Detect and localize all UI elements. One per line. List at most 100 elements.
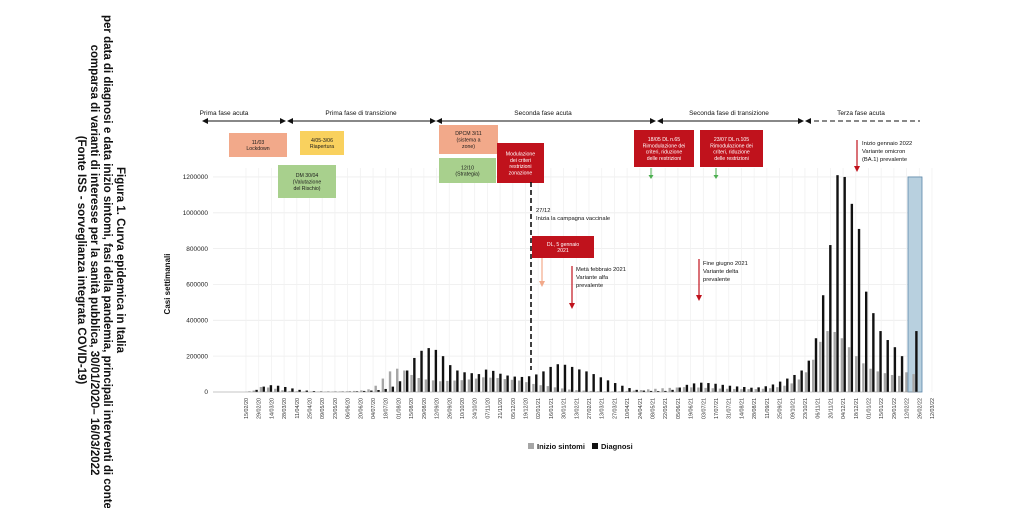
phase-label: Terza fase acuta — [837, 110, 885, 117]
y-tick-label: 600000 — [186, 282, 208, 289]
intervention-box-text: 2021 — [557, 248, 569, 254]
bar-inizio-sintomi — [259, 386, 263, 392]
x-tick-label: 20/11/21 — [828, 398, 834, 419]
x-tick-label: 05/06/21 — [676, 398, 682, 419]
bar-diagnosi — [276, 385, 280, 392]
bar-diagnosi — [527, 376, 531, 392]
bar-diagnosi — [449, 365, 452, 392]
x-tick-label: 10/10/20 — [460, 398, 466, 419]
vaccine-annotation-line: 27/12 — [536, 208, 551, 214]
bar-diagnosi — [807, 360, 811, 392]
bar-inizio-sintomi — [345, 391, 349, 392]
x-tick-label: 13/02/21 — [574, 398, 580, 419]
bar-diagnosi — [606, 380, 610, 392]
bar-diagnosi — [420, 350, 423, 392]
omicron-arrow-head — [854, 166, 860, 172]
x-tick-label: 06/11/21 — [816, 398, 822, 419]
bar-inizio-sintomi — [503, 379, 506, 392]
bar-inizio-sintomi — [510, 379, 514, 392]
x-tick-label: 15/02/20 — [244, 398, 250, 419]
intervention-box-bg — [439, 158, 496, 183]
x-tick-label: 04/07/20 — [371, 398, 377, 419]
bar-diagnosi — [678, 387, 681, 392]
intervention-box-bg — [278, 165, 336, 198]
y-tick-label: 0 — [204, 389, 208, 396]
bar-inizio-sintomi — [905, 372, 908, 392]
bar-inizio-sintomi — [266, 387, 270, 392]
omicron-annotation-line: Inizio gennaio 2022 — [862, 141, 912, 147]
intervention-box-text: zonazione — [509, 171, 533, 177]
intervention-box-text: 4/05-3/06 — [311, 138, 333, 144]
green-arrow-head — [648, 175, 654, 179]
bar-diagnosi — [628, 388, 631, 392]
bar-diagnosi — [542, 371, 545, 392]
intervention-box-text: 18/05 DL n.65 — [648, 137, 681, 143]
bar-inizio-sintomi — [647, 389, 650, 392]
bar-inizio-sintomi — [725, 388, 729, 392]
intervention-box-text: (sistema a — [457, 138, 481, 144]
bar-inizio-sintomi — [768, 388, 772, 392]
x-tick-label: 21/11/20 — [498, 398, 504, 419]
intervention-box-text: (Strategia) — [455, 172, 479, 178]
bar-diagnosi — [441, 356, 445, 392]
bar-inizio-sintomi — [898, 375, 901, 392]
bar-inizio-sintomi — [668, 387, 671, 392]
intervention-box-text: criteri, riduzione — [646, 150, 683, 156]
legend-swatch-inizio-sintomi — [528, 443, 534, 449]
x-tick-label: 11/09/21 — [765, 398, 771, 419]
bar-diagnosi — [355, 391, 359, 392]
bar-diagnosi — [405, 370, 409, 392]
bar-inizio-sintomi — [482, 377, 485, 392]
bar-inizio-sintomi — [381, 378, 385, 392]
intervention-box-bg — [497, 143, 544, 183]
x-tick-label: 06/06/20 — [346, 398, 352, 419]
bar-diagnosi — [362, 390, 366, 392]
bar-inizio-sintomi — [575, 390, 578, 392]
intervention-box-text: restrizioni — [509, 164, 531, 170]
bar-inizio-sintomi — [639, 390, 643, 392]
bar-inizio-sintomi — [783, 385, 786, 392]
x-tick-label: 25/04/20 — [308, 398, 314, 419]
bar-diagnosi — [556, 364, 559, 392]
bar-diagnosi — [570, 366, 574, 392]
arrow-orange-head — [539, 281, 545, 287]
x-tick-label: 02/01/21 — [536, 398, 542, 419]
bar-inizio-sintomi — [367, 389, 370, 392]
intervention-box-bg — [439, 125, 498, 154]
bar-inizio-sintomi — [288, 390, 291, 392]
bar-diagnosi — [456, 370, 459, 392]
bar-inizio-sintomi — [281, 390, 284, 392]
bar-diagnosi — [563, 364, 567, 392]
plot-area — [213, 168, 920, 392]
x-tick-label: 14/03/20 — [269, 398, 275, 419]
bar-diagnosi — [872, 313, 875, 392]
bar-diagnosi — [793, 374, 796, 392]
bar-inizio-sintomi — [525, 382, 528, 392]
x-tick-label: 13/03/21 — [600, 398, 606, 419]
bar-diagnosi — [721, 384, 724, 392]
y-tick-label: 400000 — [186, 318, 208, 325]
x-tick-label: 01/01/22 — [866, 398, 872, 419]
bar-inizio-sintomi — [790, 383, 793, 392]
bar-diagnosi — [707, 383, 710, 392]
legend-label-inizio-sintomi: Inizio sintomi — [537, 442, 585, 451]
intervention-box-bg — [300, 131, 344, 155]
bar-diagnosi — [757, 387, 760, 392]
bar-inizio-sintomi — [761, 388, 765, 392]
bar-diagnosi — [771, 384, 775, 392]
x-tick-label: 15/01/22 — [879, 398, 885, 419]
x-tick-label: 26/02/22 — [917, 398, 923, 419]
x-tick-label: 18/07/20 — [384, 398, 390, 419]
x-tick-label: 03/07/21 — [701, 398, 707, 419]
bar-diagnosi — [370, 390, 373, 392]
intervention-box-text: del Rischio) — [293, 186, 320, 192]
bar-diagnosi — [836, 175, 839, 392]
x-tick-label: 22/05/21 — [663, 398, 669, 419]
bar-inizio-sintomi — [252, 390, 255, 392]
bar-diagnosi — [549, 366, 552, 392]
bar-diagnosi — [735, 386, 739, 392]
